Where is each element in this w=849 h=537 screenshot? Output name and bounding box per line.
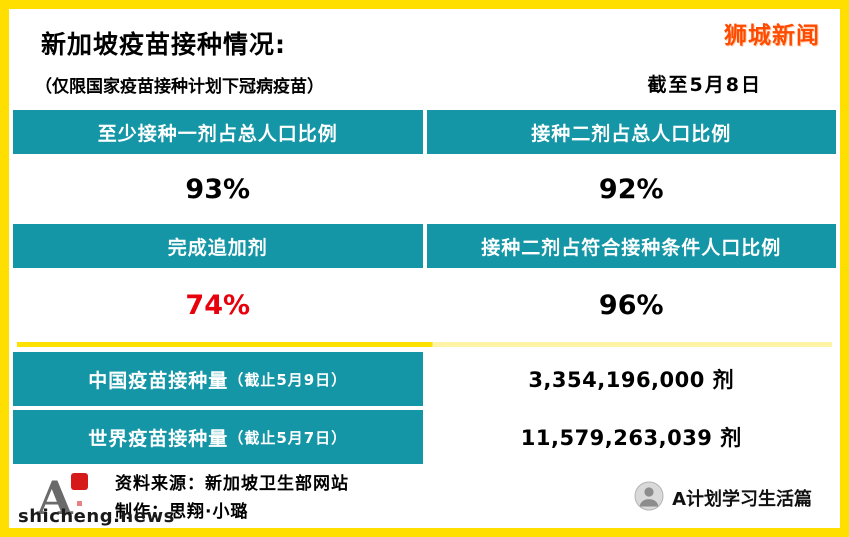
label-world-doses: 世界疫苗接种量 （截止5月7日） (13, 410, 423, 464)
wechat-account: A计划学习生活篇 (634, 481, 812, 515)
label-china-doses-text: 中国疫苗接种量 (88, 369, 229, 392)
subtitle-row: （仅限国家疫苗接种计划下冠病疫苗） 截至5月8日 (35, 70, 840, 97)
red-seal-icon (71, 473, 88, 490)
credit-line: 制作：思翔·小璐 (115, 502, 249, 522)
account-name: A计划学习生活篇 (672, 489, 812, 510)
footer: A 资料来源：新加坡卫生部网站 制作：思翔·小璐 A计划学习生活篇 (9, 469, 840, 527)
as-of-date: 截至5月8日 (647, 74, 762, 96)
person-avatar-icon (634, 481, 664, 515)
label-china-doses-note: （截止5月9日） (228, 370, 348, 389)
table-row: 74% 96% (13, 272, 836, 338)
header-two-doses: 接种二剂占总人口比例 (426, 110, 836, 154)
value-booster: 74% (13, 272, 423, 338)
site-logo: A (27, 469, 105, 527)
data-source-line: 资料来源：新加坡卫生部网站 (115, 473, 349, 494)
page-subtitle: （仅限国家疫苗接种计划下冠病疫苗） (35, 77, 324, 97)
header-eligible-two-doses: 接种二剂占符合接种条件人口比例 (426, 224, 836, 268)
header-at-least-one-dose: 至少接种一剂占总人口比例 (13, 110, 423, 154)
watermark-url: shicheng.news (18, 506, 175, 527)
header-booster: 完成追加剂 (13, 224, 423, 268)
credits-block: 资料来源：新加坡卫生部网站 制作：思翔·小璐 (115, 470, 349, 526)
label-world-doses-note: （截止5月7日） (228, 428, 348, 447)
label-china-doses: 中国疫苗接种量 （截止5月9日） (13, 352, 423, 406)
table-row: 中国疫苗接种量 （截止5月9日） 3,354,196,000 剂 (13, 352, 836, 406)
value-two-doses: 92% (426, 158, 836, 220)
label-world-doses-text: 世界疫苗接种量 (88, 427, 229, 450)
brand-logo-text: 狮城新闻 (724, 23, 820, 49)
table-row: 至少接种一剂占总人口比例 接种二剂占总人口比例 (13, 110, 836, 154)
table-row: 完成追加剂 接种二剂占符合接种条件人口比例 (13, 224, 836, 268)
value-at-least-one-dose: 93% (13, 158, 423, 220)
page-title: 新加坡疫苗接种情况: (41, 30, 286, 59)
value-world-doses: 11,579,263,039 剂 (426, 410, 836, 464)
yellow-divider (17, 342, 832, 347)
table-row: 世界疫苗接种量 （截止5月7日） 11,579,263,039 剂 (13, 410, 836, 464)
vaccination-table: 至少接种一剂占总人口比例 接种二剂占总人口比例 93% 92% 完成追加剂 接种… (13, 110, 836, 464)
table-row: 93% 92% (13, 158, 836, 220)
value-china-doses: 3,354,196,000 剂 (426, 352, 836, 406)
logo-letter: A (37, 471, 73, 525)
value-eligible-two-doses: 96% (426, 272, 836, 338)
